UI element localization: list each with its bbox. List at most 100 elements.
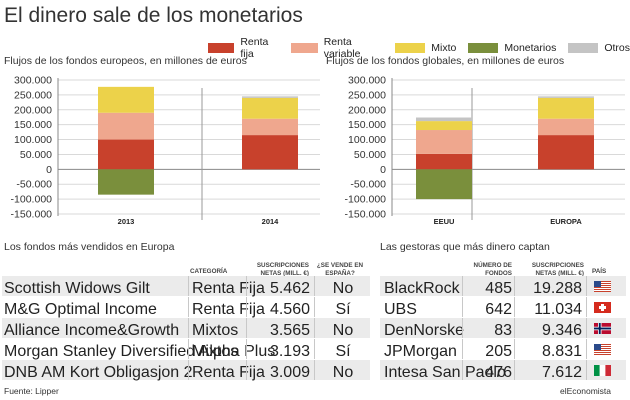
y-tick-label: -100.000 [345,194,387,206]
column-divider [462,318,463,338]
cell-name: Scottish Widows Gilt [4,280,150,297]
cell-espana: No [332,322,354,339]
column-divider [514,297,515,317]
fondos-table-title: Los fondos más vendidos en Europa [4,241,175,253]
table-row: DenNorske 83 9.346 [380,318,626,339]
column-divider [314,360,315,380]
column-divider [188,339,189,359]
switzerland-flag-icon [594,302,611,313]
y-tick-label: 150.000 [14,119,52,131]
legend-swatch [468,43,499,53]
fondos-header-suscripciones: SUSCRIPCIONES NETAS (MILL. €) [256,262,309,277]
column-divider [246,276,247,296]
legend-item-mixto: Mixto [395,36,456,60]
column-divider [188,276,189,296]
cell-name: UBS [384,301,417,318]
y-tick-label: -100.000 [11,194,53,206]
legend-label: Otros [604,42,630,54]
cell-fondos: 205 [485,343,512,360]
bar-segment-monetarios [98,169,154,195]
x-category-label: 2014 [262,217,280,226]
y-tick-label: 100.000 [14,134,52,146]
y-tick-label: 150.000 [348,119,386,131]
bar-segment-otros [242,96,298,98]
footer-source: Fuente: Lipper [4,386,59,396]
y-tick-label: 300.000 [14,75,52,87]
bar-segment-renta-fija [416,153,472,170]
bar-segment-monetarios [416,169,472,200]
bar-segment-otros [416,117,472,122]
cell-espana: No [332,280,354,297]
y-tick-label: 200.000 [14,104,52,116]
column-divider [462,297,463,317]
column-divider [586,276,587,296]
column-divider [188,318,189,338]
cell-fondos: 476 [485,364,512,381]
norway-flag-icon [594,323,611,334]
cell-suscripciones: 11.034 [534,301,582,318]
us-flag-icon [594,281,611,292]
y-tick-label: 250.000 [348,89,386,101]
column-divider [314,276,315,296]
legend-item-monetarios: Monetarios [468,36,556,60]
column-divider [514,318,515,338]
fondos-header-espana: ¿SE VENDE EN ESPAÑA? [316,262,364,277]
legend-item-renta-variable: Renta variable [291,36,383,60]
bar-segment-renta-fija [538,135,594,170]
chart-title-europeos: Flujos de los fondos europeos, en millon… [4,55,247,67]
y-tick-label: 200.000 [348,104,386,116]
legend-label: Renta fija [240,36,269,60]
bar-segment-mixto [98,86,154,113]
y-tick-label: -150.000 [345,209,387,221]
legend-label: Mixto [431,42,457,54]
column-divider [514,276,515,296]
column-divider [462,360,463,380]
column-divider [462,339,463,359]
table-row: Alliance Income&Growth Mixtos 3.565 No [2,318,370,339]
y-tick-label: 300.000 [348,75,386,87]
footer-brand: elEconomista [560,386,612,396]
cell-suscripciones: 3.565 [269,322,310,339]
table-row: Scottish Widows Gilt Renta Fija 5.462 No [2,276,370,297]
bar-segment-renta-variable [98,112,154,140]
cell-name: Intesa San Paolo [384,364,506,381]
chart-1: 300.000 250.000 200.000 150.000 100.000 50.00… [345,75,625,226]
cell-suscripciones: 4.560 [269,301,310,318]
y-tick-label: 0 [380,164,386,176]
legend-item-otros: Otros [568,36,630,60]
column-divider [462,276,463,296]
cell-fondos: 83 [494,322,512,339]
y-tick-label: -150.000 [11,209,53,221]
legend-swatch [208,43,235,53]
us-flag-icon [594,344,611,355]
chart-0: 300.000 250.000 200.000 150.000 100.000 50.00… [11,75,320,226]
y-tick-label: -50.000 [16,179,52,191]
column-divider [246,360,247,380]
bar-segment-mixto [416,121,472,131]
gestoras-header-suscripciones: SUSCRIPCIONES NETAS (MILL. €) [531,262,584,277]
table-row: UBS 642 11.034 [380,297,626,318]
column-divider [514,360,515,380]
legend-label: Renta variable [323,36,361,60]
gestoras-table-title: Las gestoras que más dinero captan [380,241,550,253]
cell-categoria: Mixtos [192,322,239,339]
cell-name: JPMorgan [384,343,457,360]
chart-title-globales: Flujos de los fondos globales, en millon… [326,55,565,67]
fondos-header-categoria: CATEGORÍA [190,268,228,275]
legend-swatch [568,43,599,53]
gestoras-header-pais: PAÍS [592,268,607,275]
column-divider [514,339,515,359]
cell-name: DenNorske [384,322,465,339]
cell-suscripciones: 8.831 [541,343,582,360]
cell-categoria: Mixtos [192,343,239,360]
x-category-label: 2013 [118,217,135,226]
x-category-label: EEUU [434,217,455,226]
bar-segment-renta-fija [242,135,298,170]
bar-segment-mixto [242,97,298,119]
column-divider [586,360,587,380]
column-divider [188,297,189,317]
table-row: M&G Optimal Income Renta Fija 4.560 Sí [2,297,370,318]
cell-name: DNB AM Kort Obligasjon 2 [4,364,193,381]
cell-name: Morgan Stanley Diversified Alpha Plus [4,343,276,360]
column-divider [586,339,587,359]
